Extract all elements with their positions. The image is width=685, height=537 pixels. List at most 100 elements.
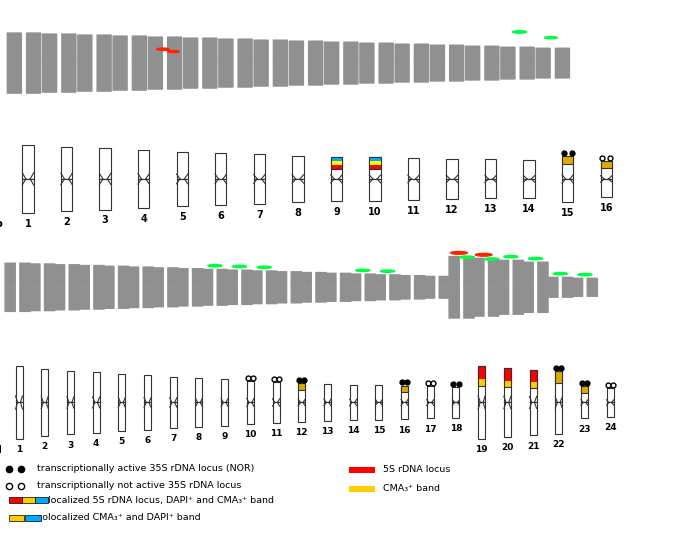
Bar (408, 158, 419, 179)
FancyBboxPatch shape (7, 63, 22, 94)
Bar (41, 402, 48, 436)
Bar (177, 152, 188, 179)
Text: 2: 2 (42, 442, 48, 452)
FancyBboxPatch shape (142, 287, 154, 308)
FancyBboxPatch shape (112, 63, 128, 91)
FancyBboxPatch shape (301, 272, 312, 287)
FancyBboxPatch shape (449, 287, 460, 318)
Bar (144, 402, 151, 430)
Bar (607, 402, 614, 417)
FancyBboxPatch shape (44, 263, 55, 287)
FancyBboxPatch shape (424, 287, 435, 299)
FancyBboxPatch shape (202, 38, 218, 63)
FancyBboxPatch shape (572, 278, 584, 287)
FancyBboxPatch shape (273, 63, 288, 87)
FancyBboxPatch shape (429, 63, 445, 82)
FancyBboxPatch shape (414, 287, 425, 300)
Text: 6: 6 (145, 436, 151, 445)
Bar (331, 157, 342, 161)
FancyBboxPatch shape (273, 39, 288, 63)
FancyBboxPatch shape (498, 287, 510, 315)
FancyBboxPatch shape (68, 264, 80, 287)
Bar (195, 378, 203, 402)
Bar (331, 157, 342, 169)
FancyBboxPatch shape (536, 63, 551, 78)
Text: 13: 13 (484, 205, 497, 214)
Text: c: c (18, 320, 24, 330)
FancyBboxPatch shape (414, 275, 425, 287)
Text: transcriptionally not active 35S rDNA locus: transcriptionally not active 35S rDNA lo… (37, 481, 242, 490)
Bar (581, 387, 588, 393)
Text: b: b (0, 219, 1, 229)
Circle shape (157, 48, 169, 50)
Text: 18: 18 (450, 424, 462, 433)
FancyBboxPatch shape (103, 287, 114, 309)
FancyBboxPatch shape (216, 268, 228, 287)
Bar (369, 157, 381, 179)
FancyBboxPatch shape (77, 63, 92, 92)
Circle shape (578, 273, 592, 276)
FancyBboxPatch shape (132, 35, 147, 63)
Text: 14: 14 (523, 204, 536, 214)
FancyBboxPatch shape (395, 43, 410, 63)
FancyBboxPatch shape (350, 287, 361, 301)
Bar (556, 372, 562, 402)
Bar (138, 150, 149, 179)
FancyBboxPatch shape (148, 37, 163, 63)
FancyBboxPatch shape (241, 287, 253, 305)
FancyBboxPatch shape (364, 273, 376, 287)
FancyBboxPatch shape (484, 63, 499, 81)
Text: 19: 19 (475, 445, 488, 454)
FancyBboxPatch shape (93, 287, 105, 310)
Text: 10: 10 (244, 430, 257, 439)
Bar (478, 380, 485, 386)
FancyBboxPatch shape (500, 47, 516, 63)
FancyBboxPatch shape (42, 63, 58, 93)
Bar (562, 156, 573, 179)
Bar (177, 179, 188, 206)
FancyBboxPatch shape (315, 272, 327, 287)
FancyBboxPatch shape (177, 268, 188, 287)
Bar (369, 157, 381, 161)
FancyBboxPatch shape (216, 287, 228, 306)
FancyBboxPatch shape (290, 287, 302, 303)
Bar (369, 161, 381, 165)
FancyBboxPatch shape (555, 63, 570, 78)
FancyBboxPatch shape (167, 37, 182, 63)
Text: 12: 12 (445, 205, 459, 215)
FancyBboxPatch shape (127, 266, 139, 287)
FancyBboxPatch shape (378, 63, 394, 84)
FancyBboxPatch shape (202, 63, 218, 89)
FancyBboxPatch shape (512, 287, 524, 315)
Bar (607, 388, 614, 402)
Bar (247, 381, 254, 402)
FancyBboxPatch shape (359, 63, 375, 84)
FancyBboxPatch shape (29, 287, 40, 311)
Circle shape (460, 256, 474, 258)
FancyBboxPatch shape (465, 46, 480, 63)
Bar (221, 379, 228, 402)
Bar (349, 402, 357, 420)
FancyBboxPatch shape (276, 271, 287, 287)
Bar (61, 179, 72, 211)
Bar (408, 179, 419, 200)
Text: 7: 7 (170, 434, 177, 444)
FancyBboxPatch shape (152, 267, 164, 287)
Bar (119, 402, 125, 431)
Bar (530, 376, 536, 382)
Bar (504, 374, 511, 381)
FancyBboxPatch shape (463, 256, 475, 287)
FancyBboxPatch shape (488, 258, 499, 287)
FancyBboxPatch shape (44, 287, 55, 311)
Text: 5: 5 (179, 212, 186, 222)
FancyBboxPatch shape (192, 287, 203, 307)
Bar (375, 384, 382, 402)
FancyBboxPatch shape (350, 273, 361, 287)
Text: d: d (0, 445, 1, 455)
Circle shape (504, 256, 518, 258)
FancyBboxPatch shape (364, 287, 376, 301)
FancyBboxPatch shape (238, 63, 253, 88)
FancyBboxPatch shape (519, 47, 535, 63)
FancyBboxPatch shape (375, 287, 386, 300)
Bar (349, 384, 357, 402)
